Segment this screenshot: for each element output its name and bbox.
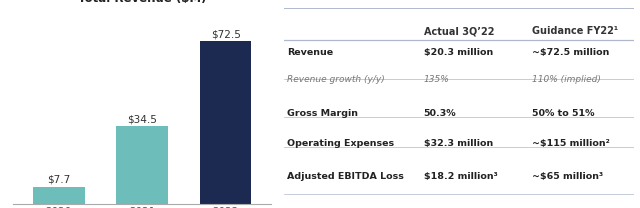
Text: Revenue growth (y/y): Revenue growth (y/y)	[287, 76, 385, 84]
Bar	[200, 41, 252, 204]
Text: $72.5: $72.5	[211, 29, 241, 39]
Text: $7.7: $7.7	[47, 175, 70, 185]
Text: 50% to 51%: 50% to 51%	[532, 109, 595, 118]
Text: 110% (implied): 110% (implied)	[532, 76, 601, 84]
Text: ~$72.5 million: ~$72.5 million	[532, 48, 609, 57]
Bar	[116, 126, 168, 204]
Text: Gross Margin: Gross Margin	[287, 109, 358, 118]
Bar	[33, 187, 84, 204]
Text: Actual 3Q’22: Actual 3Q’22	[424, 26, 494, 36]
Text: $18.2 million³: $18.2 million³	[424, 172, 497, 181]
Text: $32.3 million: $32.3 million	[424, 139, 493, 148]
Text: ~$65 million³: ~$65 million³	[532, 172, 604, 181]
Text: ~$115 million²: ~$115 million²	[532, 139, 610, 148]
Text: 50.3%: 50.3%	[424, 109, 456, 118]
Text: $34.5: $34.5	[127, 115, 157, 125]
Text: Adjusted EBITDA Loss: Adjusted EBITDA Loss	[287, 172, 404, 181]
Text: Revenue: Revenue	[287, 48, 333, 57]
Text: Operating Expenses: Operating Expenses	[287, 139, 394, 148]
Text: $20.3 million: $20.3 million	[424, 48, 493, 57]
Title: Total Revenue ($M): Total Revenue ($M)	[78, 0, 206, 5]
Text: Guidance FY22¹: Guidance FY22¹	[532, 26, 618, 36]
Text: 135%: 135%	[424, 76, 449, 84]
